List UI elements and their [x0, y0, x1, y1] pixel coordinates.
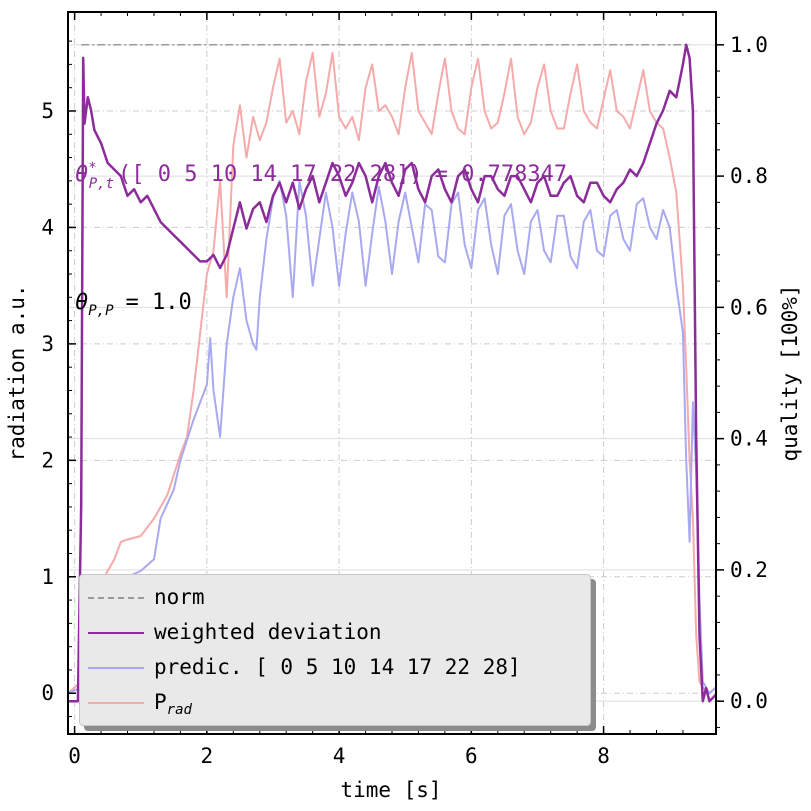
legend-label-prad: Prad	[154, 690, 192, 718]
legend-swatch-predic	[88, 667, 144, 669]
legend-entry-prad: Prad	[80, 688, 590, 718]
y-right-tick-label: 0.0	[730, 689, 768, 713]
legend-entry-norm: norm	[80, 583, 590, 613]
ticks	[68, 12, 724, 734]
legend-entry-weighted: weighted deviation	[80, 618, 590, 648]
legend-swatch-prad	[88, 702, 144, 704]
legend-label-prad-sub: rad	[166, 702, 192, 719]
y-right-tick-label: 0.6	[730, 295, 768, 319]
theta-pp-symbol: θ	[75, 290, 88, 315]
y-right-tick-label: 1.0	[730, 33, 768, 57]
theta-value: = 0.778347	[435, 162, 567, 187]
y-left-tick-label: 5	[41, 99, 54, 123]
y-left-tick-label: 3	[41, 332, 54, 356]
theta-pp-subscript: P,P	[88, 303, 114, 319]
legend-entry-predic: predic. [ 0 5 10 14 17 22 28]	[80, 653, 590, 683]
legend-label-weighted: weighted deviation	[154, 620, 382, 644]
legend-swatch-norm	[88, 597, 144, 599]
legend-label-prad-main: P	[154, 690, 167, 714]
x-tick-label: 4	[333, 744, 346, 768]
legend: norm weighted deviation predic. [ 0 5 10…	[79, 574, 591, 726]
series-prad	[67, 51, 717, 695]
x-tick-label: 0	[68, 744, 81, 768]
legend-label-norm: norm	[154, 585, 205, 609]
y-left-tick-label: 4	[41, 215, 54, 239]
theta-subscript-pt: P,t	[89, 176, 114, 192]
y-right-tick-label: 0.8	[730, 164, 768, 188]
annotation-weighted-deviation: θ* P,t([ 0 5 10 14 17 22 28]) = 0.778347	[75, 160, 567, 192]
y-left-tick-label: 2	[41, 448, 54, 472]
y-axis-label-left: radiation a.u.	[5, 284, 29, 461]
theta-pp-value: = 1.0	[126, 290, 192, 315]
series-predic	[67, 179, 717, 695]
tick-labels: 0 2 4 6 8 0 1 2 3 4 5 0.0 0.2 0.4 0.6 0.8 1.0	[41, 33, 768, 768]
y-right-tick-label: 0.2	[730, 558, 768, 582]
theta-star: *	[88, 160, 96, 176]
y-axis-label-right: quality [100%]	[778, 284, 802, 461]
legend-swatch-weighted	[88, 632, 144, 634]
y-right-tick-label: 0.4	[730, 427, 768, 451]
x-axis-label: time [s]	[340, 778, 441, 802]
x-tick-label: 2	[201, 744, 214, 768]
y-left-tick-label: 0	[41, 681, 54, 705]
theta-symbol: θ	[75, 162, 88, 187]
legend-label-predic: predic. [ 0 5 10 14 17 22 28]	[154, 655, 521, 679]
y-left-tick-label: 1	[41, 565, 54, 589]
theta-argument: ([ 0 5 10 14 17 22 28])	[118, 162, 423, 187]
series-weighted-deviation	[68, 43, 717, 703]
x-tick-label: 8	[597, 744, 610, 768]
x-tick-label: 6	[465, 744, 478, 768]
series-layer	[67, 43, 717, 703]
annotation-theta-pp: θP,P = 1.0	[75, 290, 192, 319]
